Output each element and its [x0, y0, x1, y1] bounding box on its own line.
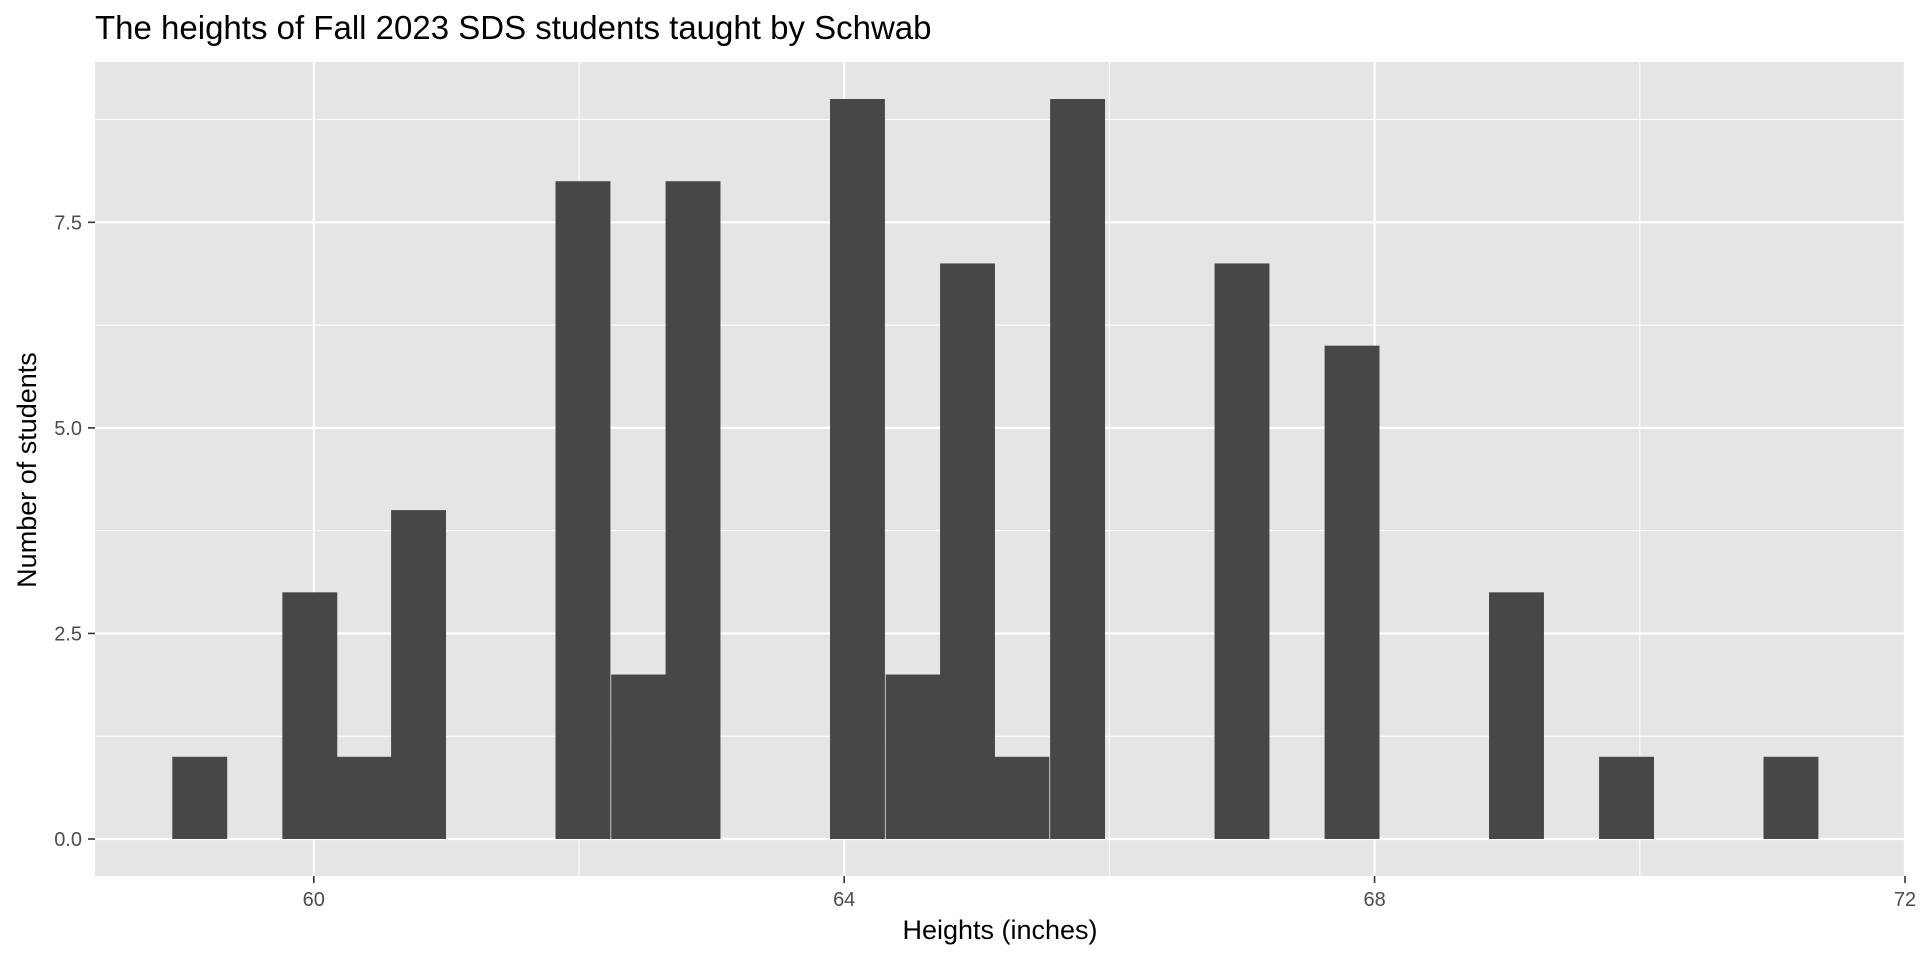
histogram-bars: [172, 99, 1819, 839]
histogram-bar: [1763, 756, 1819, 839]
histogram-bar: [1489, 592, 1544, 839]
y-tick-label: 7.5: [54, 212, 82, 234]
x-axis-title: Heights (inches): [902, 915, 1097, 945]
histogram-bar: [1214, 263, 1270, 839]
histogram-bar: [830, 99, 885, 839]
y-axis: 0.0 2.5 5.0 7.5: [54, 212, 95, 851]
histogram-bar: [611, 674, 667, 839]
y-tick-label: 5.0: [54, 418, 82, 440]
histogram-bar: [391, 510, 446, 839]
histogram-bar: [282, 592, 338, 839]
histogram-bar: [665, 181, 721, 839]
x-tick-label: 68: [1363, 889, 1385, 911]
plot-panel: [95, 62, 1905, 876]
y-axis-title: Number of students: [12, 352, 42, 588]
histogram-bar: [994, 756, 1050, 839]
histogram-bar: [885, 674, 941, 839]
chart-title: The heights of Fall 2023 SDS students ta…: [95, 9, 932, 46]
histogram-bar: [336, 756, 392, 839]
y-tick-label: 2.5: [54, 623, 82, 645]
histogram-bar: [940, 263, 995, 839]
histogram-bar: [1050, 99, 1106, 839]
histogram-bar: [1599, 756, 1654, 839]
x-axis: 60 64 68 72: [303, 876, 1916, 911]
y-tick-label: 0.0: [54, 829, 82, 851]
x-tick-label: 60: [303, 889, 325, 911]
x-tick-label: 72: [1894, 889, 1916, 911]
x-tick-label: 64: [833, 889, 855, 911]
histogram-bar: [1324, 345, 1380, 839]
histogram-bar: [172, 756, 228, 839]
histogram-bar: [555, 181, 611, 839]
